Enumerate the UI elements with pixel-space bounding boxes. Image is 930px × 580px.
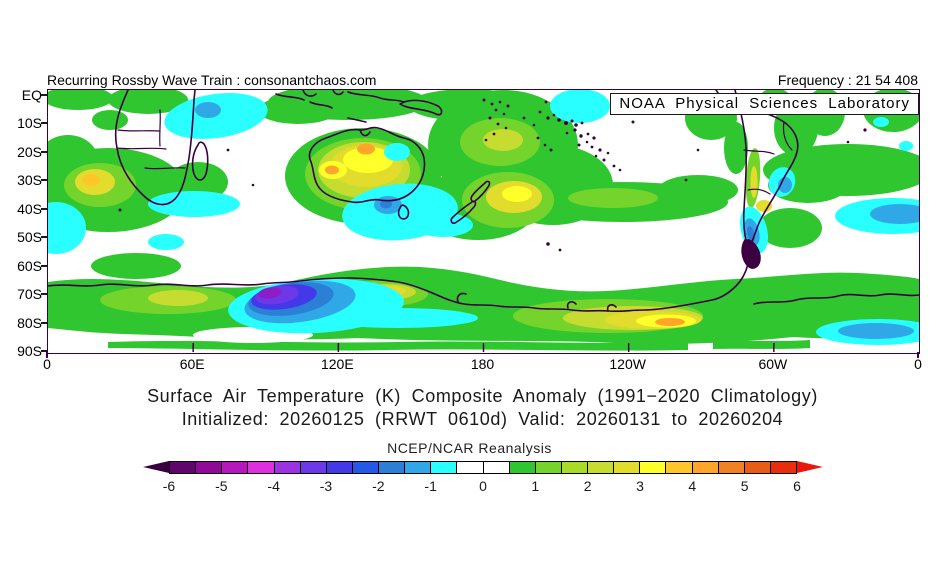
colorbar-segment <box>431 462 458 473</box>
colorbar-segment <box>614 462 641 473</box>
lon-tick-label: 60W <box>758 356 788 372</box>
coastlines <box>48 90 919 313</box>
colorbar-segment <box>770 462 796 473</box>
lat-tick-label: 90S <box>17 342 42 359</box>
lat-tick-label: 60S <box>17 257 42 274</box>
colorbar-tick-label: 3 <box>636 478 644 494</box>
lat-tick-label: 10S <box>17 115 42 132</box>
latitude-axis: EQ 10S 20S 30S 40S 50S 60S 70S 80S 90S <box>0 0 48 580</box>
colorbar-segment <box>483 462 510 473</box>
longitude-tick-marks <box>192 343 775 352</box>
colorbar-segment <box>300 462 327 473</box>
colorbar-segment <box>222 462 249 473</box>
lat-tick-label: 50S <box>17 229 42 246</box>
colorbar-segment <box>274 462 301 473</box>
lat-tick-label: 40S <box>17 200 42 217</box>
lon-tick-label: 120W <box>609 356 646 372</box>
dataset-credit: NCEP/NCAR Reanalysis <box>387 440 552 456</box>
negative-anomaly-blue-regions <box>48 90 919 345</box>
plot-title: Surface Air Temperature (K) Composite An… <box>147 386 818 406</box>
colorbar-segment <box>509 462 536 473</box>
lat-tick-mark <box>41 94 48 96</box>
lat-tick-mark <box>41 150 48 153</box>
colorbar-segment <box>561 462 588 473</box>
colorbar-segment <box>666 462 693 473</box>
lon-tick-label: 180 <box>470 356 495 372</box>
colorbar-segment <box>718 462 745 473</box>
colorbar-segment <box>196 462 223 473</box>
colorbar-tick-label: 2 <box>583 478 592 494</box>
colorbar: -6 -5 -4 -3 -2 -1 0 1 2 3 4 5 6 <box>143 461 823 501</box>
lat-tick-mark <box>41 349 48 352</box>
colorbar-segment <box>588 462 615 473</box>
colorbar-tick-label: 5 <box>740 478 749 494</box>
plot-source-label: Recurring Rossby Wave Train : consonantc… <box>47 72 377 88</box>
colorbar-segment <box>352 462 379 473</box>
lon-corner-tick-right <box>917 352 919 358</box>
colorbar-right-arrow <box>797 461 823 473</box>
colorbar-tick-label: -5 <box>215 478 228 494</box>
anomaly-map <box>48 90 919 353</box>
lat-tick-mark <box>41 122 48 125</box>
lon-corner-tick-left <box>46 352 48 358</box>
lat-tick-mark <box>41 207 48 210</box>
lat-tick-mark <box>41 179 48 182</box>
lat-tick-label: 80S <box>17 314 42 331</box>
colorbar-tick-label: -1 <box>424 478 437 494</box>
colorbar-tick-label: -2 <box>372 478 385 494</box>
colorbar-tick-label: -3 <box>319 478 333 494</box>
colorbar-tick-label: 0 <box>479 478 487 494</box>
frequency-label: Frequency : 21 54 408 <box>777 72 918 88</box>
colorbar-segment <box>744 462 771 473</box>
colorbar-tick-label: 6 <box>793 478 801 494</box>
lon-tick-label: 0 <box>914 356 922 372</box>
lat-tick-mark <box>41 321 48 324</box>
colorbar-left-arrow <box>143 461 169 473</box>
colorbar-segment <box>692 462 719 473</box>
colorbar-tick-label: 4 <box>688 478 697 494</box>
longitude-axis: 0 60E 120E 180 120W 60W 0 <box>43 356 922 376</box>
map-frame: NOAA Physical Sciences Laboratory <box>47 89 920 354</box>
colorbar-tick-label: -4 <box>267 478 280 494</box>
lat-tick-mark <box>41 236 48 239</box>
lat-tick-mark <box>41 293 48 296</box>
colorbar-segments <box>169 461 797 474</box>
lon-tick-label: 0 <box>43 356 51 372</box>
colorbar-tick-label: 1 <box>531 478 540 494</box>
lat-tick-label: EQ <box>21 87 42 103</box>
colorbar-segment <box>170 462 197 473</box>
noaa-credit-box: NOAA Physical Sciences Laboratory <box>610 93 919 115</box>
plot-subtitle: Initialized: 20260125 (RRWT 0610d) Valid… <box>181 409 784 429</box>
lat-tick-mark <box>41 264 48 267</box>
colorbar-segment <box>535 462 562 473</box>
colorbar-segment <box>379 462 406 473</box>
colorbar-segment <box>640 462 667 473</box>
lat-tick-label: 30S <box>17 172 42 189</box>
colorbar-segment <box>326 462 353 473</box>
lon-tick-label: 120E <box>320 356 354 372</box>
colorbar-segment <box>405 462 432 473</box>
colorbar-segment <box>457 462 484 473</box>
colorbar-tick-label: -6 <box>162 478 176 494</box>
lat-tick-label: 20S <box>17 143 42 160</box>
lat-tick-label: 70S <box>17 286 42 303</box>
lon-tick-label: 60E <box>179 356 205 372</box>
colorbar-segment <box>248 462 275 473</box>
